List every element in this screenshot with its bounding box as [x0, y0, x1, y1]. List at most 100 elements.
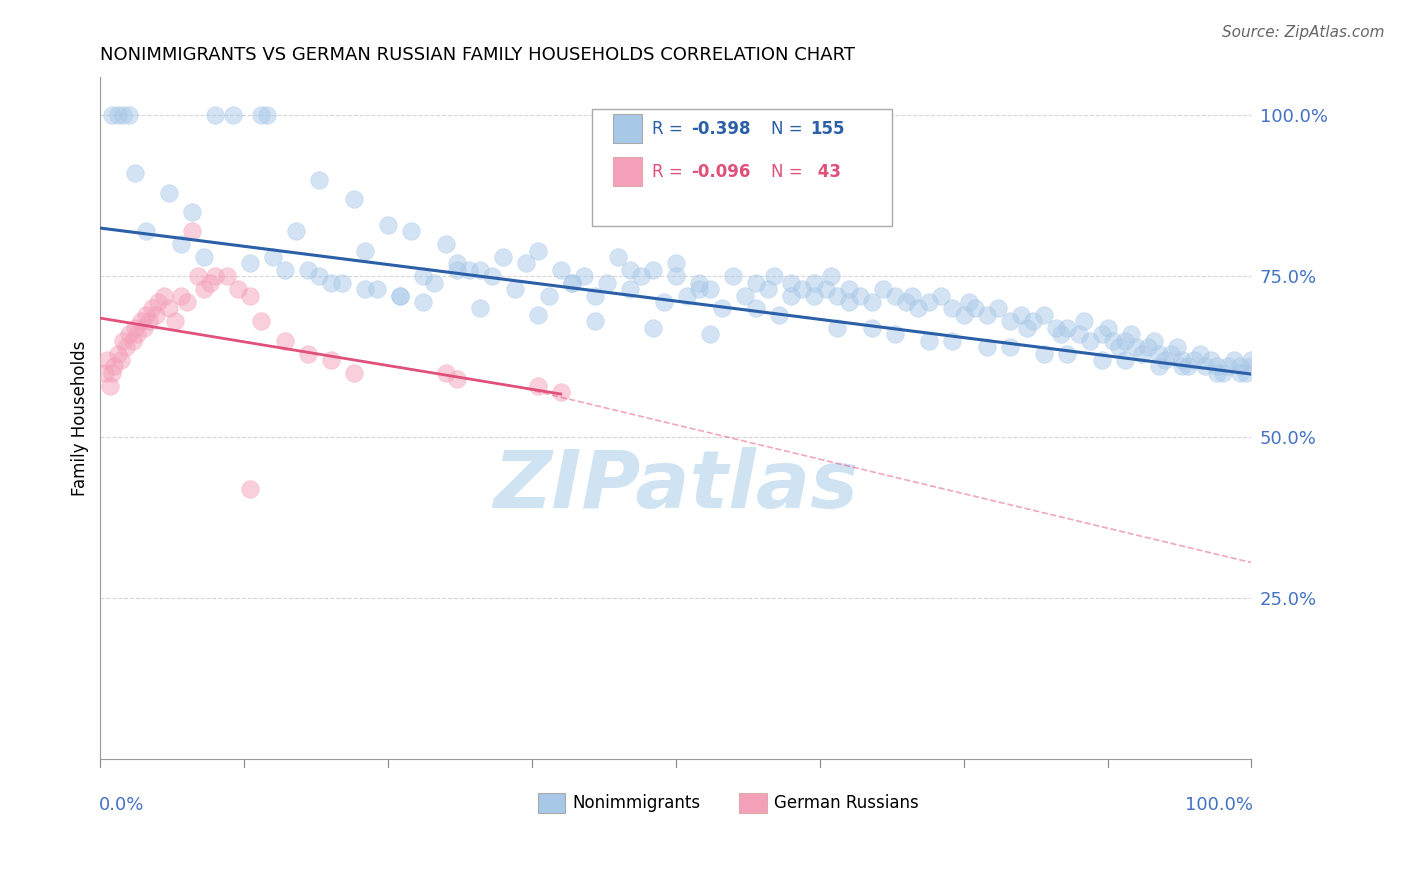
Point	[1212, 366, 1234, 380]
Point	[308, 173, 330, 187]
Point	[170, 237, 193, 252]
Point	[256, 108, 278, 122]
Point	[145, 308, 167, 322]
Point	[110, 353, 132, 368]
Point	[330, 276, 353, 290]
Point	[1050, 327, 1073, 342]
Point	[342, 192, 364, 206]
Point	[101, 108, 124, 122]
Point	[641, 320, 664, 334]
Point	[1033, 308, 1056, 322]
Point	[1229, 366, 1251, 380]
Point	[918, 295, 941, 310]
Point	[250, 314, 273, 328]
Point	[630, 269, 652, 284]
Point	[366, 282, 388, 296]
Point	[1114, 334, 1136, 348]
Point	[1223, 353, 1246, 368]
Point	[641, 263, 664, 277]
Point	[957, 295, 980, 310]
Point	[285, 224, 308, 238]
Point	[1010, 308, 1032, 322]
Point	[987, 301, 1010, 316]
Point	[103, 359, 125, 374]
Text: R =: R =	[652, 120, 688, 137]
Point	[412, 295, 434, 310]
Point	[654, 295, 676, 310]
Point	[1056, 346, 1078, 360]
Point	[526, 308, 548, 322]
Point	[308, 269, 330, 284]
Point	[399, 224, 422, 238]
Point	[165, 314, 187, 328]
Point	[792, 282, 814, 296]
Point	[146, 295, 169, 310]
Point	[1205, 359, 1227, 374]
Point	[688, 282, 710, 296]
Point	[1182, 353, 1205, 368]
Point	[550, 385, 572, 400]
Point	[222, 108, 245, 122]
Text: 0.0%: 0.0%	[100, 797, 145, 814]
Point	[1218, 359, 1240, 374]
Point	[198, 276, 221, 290]
Point	[481, 269, 503, 284]
Point	[114, 340, 136, 354]
Point	[121, 334, 143, 348]
Point	[976, 340, 998, 354]
Point	[503, 282, 526, 296]
Point	[1108, 340, 1130, 354]
Point	[710, 301, 733, 316]
Point	[132, 320, 155, 334]
Point	[901, 288, 924, 302]
Point	[515, 256, 537, 270]
Point	[342, 366, 364, 380]
Point	[181, 224, 204, 238]
Point	[976, 308, 998, 322]
Point	[96, 353, 118, 368]
Point	[1119, 327, 1142, 342]
Point	[319, 276, 342, 290]
Point	[814, 282, 837, 296]
Point	[181, 205, 204, 219]
Point	[446, 256, 468, 270]
Text: 100.0%: 100.0%	[1184, 797, 1253, 814]
Point	[297, 346, 319, 360]
Point	[141, 301, 163, 316]
Text: R =: R =	[652, 162, 688, 181]
Text: German Russians: German Russians	[773, 794, 918, 812]
Point	[665, 256, 688, 270]
Point	[127, 327, 149, 342]
Point	[1114, 353, 1136, 368]
Point	[204, 269, 226, 284]
Point	[723, 269, 745, 284]
Point	[583, 288, 606, 302]
Point	[699, 282, 721, 296]
Point	[762, 269, 785, 284]
Point	[118, 327, 141, 342]
Point	[883, 327, 905, 342]
Point	[526, 378, 548, 392]
Point	[1188, 346, 1211, 360]
Point	[138, 314, 160, 328]
Text: -0.398: -0.398	[690, 120, 751, 137]
Point	[583, 314, 606, 328]
Point	[756, 282, 779, 296]
Point	[262, 250, 284, 264]
Point	[187, 269, 209, 284]
Point	[1177, 359, 1199, 374]
Point	[157, 301, 180, 316]
Text: N =: N =	[772, 120, 808, 137]
Point	[94, 366, 117, 380]
Point	[193, 282, 215, 296]
Point	[388, 288, 411, 302]
Point	[768, 308, 790, 322]
Point	[193, 250, 215, 264]
Point	[619, 263, 641, 277]
Point	[470, 263, 492, 277]
Bar	[740, 793, 766, 814]
Bar	[537, 793, 565, 814]
Text: ZIPatlas: ZIPatlas	[494, 447, 859, 525]
Point	[1142, 334, 1164, 348]
Point	[1130, 346, 1153, 360]
